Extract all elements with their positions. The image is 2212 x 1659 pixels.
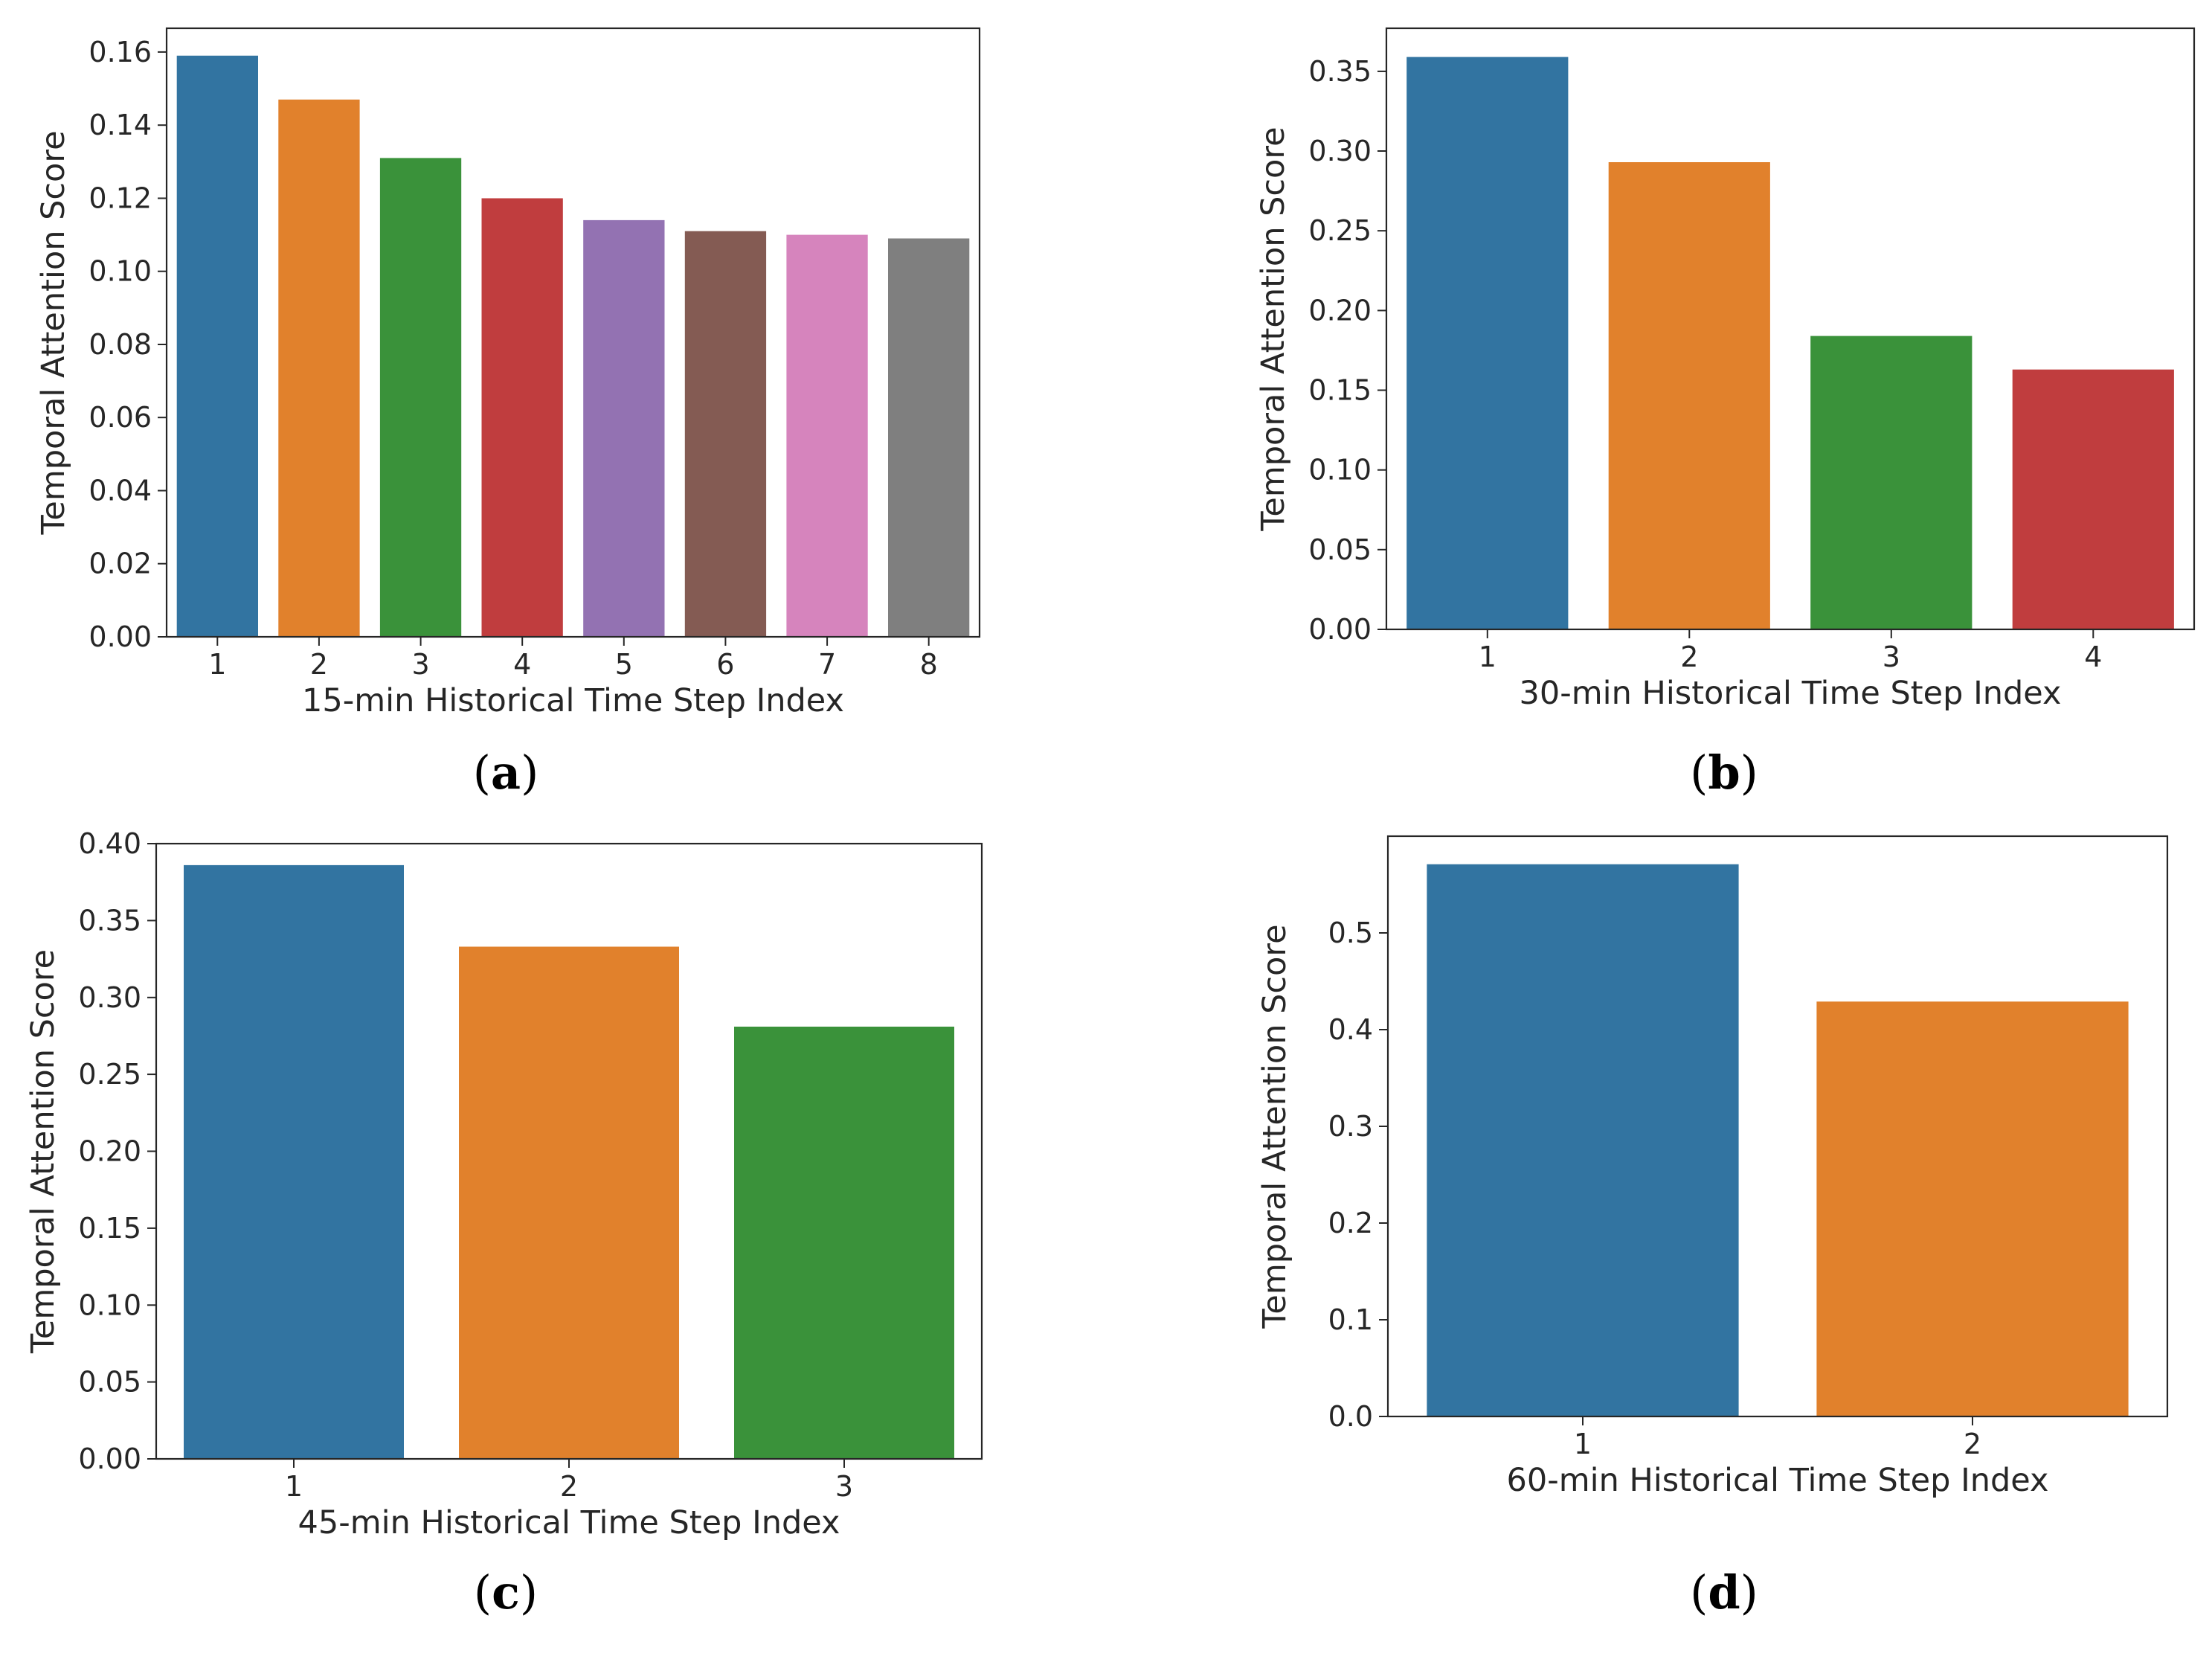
y-axis-title: Temporal Attention Score bbox=[1256, 924, 1293, 1329]
y-tick-label: 0.10 bbox=[89, 255, 152, 288]
panel-a: 0.00 0.02 0.04 0.06 0.08 0.10 0.12 0.14 0.16 1 2 3 4… bbox=[35, 27, 981, 800]
y-tick-label: 0.3 bbox=[1328, 1110, 1373, 1143]
x-tick-label: 6 bbox=[716, 648, 734, 681]
y-tick-label: 0.5 bbox=[1328, 917, 1373, 949]
bar-3 bbox=[1810, 336, 1973, 629]
x-tick-label: 8 bbox=[920, 648, 938, 681]
bar-2 bbox=[459, 946, 679, 1459]
bar-6 bbox=[684, 231, 767, 637]
x-tick-label: 2 bbox=[560, 1470, 578, 1503]
y-tick-label: 0.14 bbox=[89, 109, 152, 141]
panel-b: 0.00 0.05 0.10 0.15 0.20 0.25 0.30 0.35 1 2 3 4 30-m… bbox=[1255, 27, 2196, 800]
y-tick-label: 0.04 bbox=[89, 475, 152, 507]
y-tick-label: 0.25 bbox=[1308, 214, 1372, 247]
bar-4 bbox=[481, 198, 563, 637]
bar-2 bbox=[1608, 162, 1770, 629]
bar-3 bbox=[379, 158, 462, 637]
y-tick-label: 0.30 bbox=[1308, 135, 1372, 167]
bar-4 bbox=[2012, 369, 2174, 629]
y-tick-label: 0.06 bbox=[89, 401, 152, 434]
x-tick-label: 2 bbox=[1680, 641, 1698, 673]
x-tick-label: 4 bbox=[2084, 641, 2102, 673]
x-tick-label: 1 bbox=[285, 1470, 303, 1503]
y-tick-label: 0.00 bbox=[89, 620, 152, 653]
bar-2 bbox=[278, 99, 360, 638]
bar-2 bbox=[1816, 1001, 2129, 1416]
y-tick-label: 0.00 bbox=[78, 1443, 141, 1475]
x-tick-label: 1 bbox=[1574, 1428, 1592, 1460]
y-tick-label: 0.10 bbox=[1308, 454, 1372, 487]
bar-5 bbox=[583, 219, 665, 637]
bar-3 bbox=[734, 1027, 954, 1459]
y-tick-label: 0.0 bbox=[1328, 1400, 1373, 1433]
y-tick-label: 0.20 bbox=[1308, 294, 1372, 327]
y-axis-title: Temporal Attention Score bbox=[25, 949, 62, 1354]
y-tick-label: 0.16 bbox=[89, 36, 152, 68]
axes-frame bbox=[165, 27, 981, 638]
bar-1 bbox=[176, 55, 258, 638]
y-tick-label: 0.00 bbox=[1308, 613, 1372, 646]
panel-letter: b bbox=[1708, 745, 1740, 800]
panel-caption: (a) bbox=[473, 745, 539, 800]
x-tick-label: 3 bbox=[835, 1470, 853, 1503]
panel-letter: d bbox=[1708, 1565, 1740, 1620]
panel-caption: (c) bbox=[474, 1565, 538, 1620]
y-tick-label: 0.10 bbox=[78, 1289, 141, 1321]
y-tick-label: 0.20 bbox=[78, 1135, 141, 1168]
y-tick-label: 0.4 bbox=[1328, 1013, 1373, 1046]
y-tick-label: 0.08 bbox=[89, 328, 152, 361]
y-tick-label: 0.35 bbox=[1308, 55, 1372, 88]
y-tick-label: 0.15 bbox=[78, 1212, 141, 1245]
panel-c: 0.00 0.05 0.10 0.15 0.20 0.25 0.30 0.35 0.40 1 2 34… bbox=[25, 827, 983, 1620]
panel-caption: (d) bbox=[1690, 1565, 1758, 1620]
x-tick-label: 2 bbox=[1964, 1428, 1981, 1460]
axes-frame bbox=[1385, 27, 2196, 631]
x-tick-label: 4 bbox=[513, 648, 531, 681]
panel-letter: c bbox=[492, 1565, 520, 1620]
y-axis-title: Temporal Attention Score bbox=[1255, 126, 1292, 531]
x-tick-label: 2 bbox=[310, 648, 328, 681]
y-tick-label: 0.05 bbox=[1308, 533, 1372, 566]
x-tick-label: 3 bbox=[1883, 641, 1900, 673]
bar-8 bbox=[888, 238, 970, 637]
y-axis-title: Temporal Attention Score bbox=[35, 130, 72, 535]
bar-7 bbox=[786, 234, 868, 638]
y-tick-label: 0.02 bbox=[89, 548, 152, 580]
x-tick-label: 1 bbox=[208, 648, 226, 681]
x-tick-label: 3 bbox=[412, 648, 430, 681]
x-tick-label: 5 bbox=[615, 648, 633, 681]
y-tick-label: 0.2 bbox=[1328, 1207, 1373, 1239]
x-axis-title: 15-min Historical Time Step Index bbox=[302, 682, 844, 719]
y-tick-label: 0.15 bbox=[1308, 374, 1372, 407]
y-tick-label: 0.1 bbox=[1328, 1303, 1373, 1336]
panel-caption: (b) bbox=[1690, 745, 1758, 800]
x-axis-title: 45-min Historical Time Step Index bbox=[298, 1504, 840, 1541]
y-tick-label: 0.12 bbox=[89, 182, 152, 215]
bar-1 bbox=[1406, 57, 1569, 630]
y-tick-label: 0.40 bbox=[78, 827, 141, 860]
x-axis-title: 60-min Historical Time Step Index bbox=[1507, 1462, 2049, 1499]
y-tick-label: 0.05 bbox=[78, 1366, 141, 1399]
x-tick-label: 7 bbox=[818, 648, 836, 681]
panel-d: 0.0 0.1 0.2 0.3 0.4 0.5 1 260-min Historical Ti… bbox=[1256, 835, 2169, 1620]
y-tick-label: 0.25 bbox=[78, 1058, 141, 1091]
panel-letter: a bbox=[491, 745, 521, 800]
x-tick-label: 1 bbox=[1479, 641, 1496, 673]
bar-1 bbox=[1427, 864, 1739, 1416]
y-tick-label: 0.30 bbox=[78, 981, 141, 1014]
x-axis-title: 30-min Historical Time Step Index bbox=[1520, 675, 2062, 712]
y-tick-label: 0.35 bbox=[78, 904, 141, 937]
bar-1 bbox=[184, 864, 404, 1459]
